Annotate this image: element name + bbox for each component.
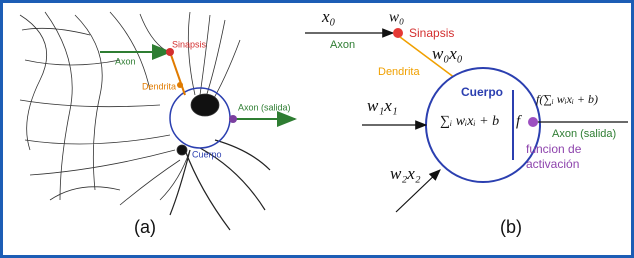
diagram: Sinapsis Axon Dendrita Axon (salida) Cue… xyxy=(0,0,634,258)
output-dot xyxy=(229,115,237,123)
label: Axon (salida) xyxy=(238,102,291,112)
math: x₀ xyxy=(321,7,336,26)
math: w₂x₂ xyxy=(390,164,421,183)
label: Cuerpo xyxy=(192,149,222,159)
output-dot xyxy=(528,117,538,127)
label: Dendrita xyxy=(142,81,176,91)
label: Sinapsis xyxy=(172,39,207,49)
label: Axon (salida) xyxy=(552,128,616,140)
label: Axon xyxy=(115,56,136,66)
synapse-dot xyxy=(393,28,403,38)
caption: (b) xyxy=(500,217,522,237)
math: w₀x₀ xyxy=(432,44,463,63)
caption: (a) xyxy=(134,217,156,237)
page: {"panel_a": {"synapse": "Sinapsis", "axo… xyxy=(0,0,634,258)
label: Axon xyxy=(330,39,355,51)
math: f(∑ᵢ wᵢxᵢ + b) xyxy=(536,92,598,106)
label: Dendrita xyxy=(378,66,420,78)
math: w₁x₁ xyxy=(367,96,398,115)
label: Cuerpo xyxy=(461,85,503,99)
math: ∑ᵢ wᵢxᵢ + b xyxy=(440,114,499,129)
math: w₀ xyxy=(389,9,404,25)
dendrite-dot xyxy=(177,82,183,88)
label: Sinapsis xyxy=(409,26,454,40)
